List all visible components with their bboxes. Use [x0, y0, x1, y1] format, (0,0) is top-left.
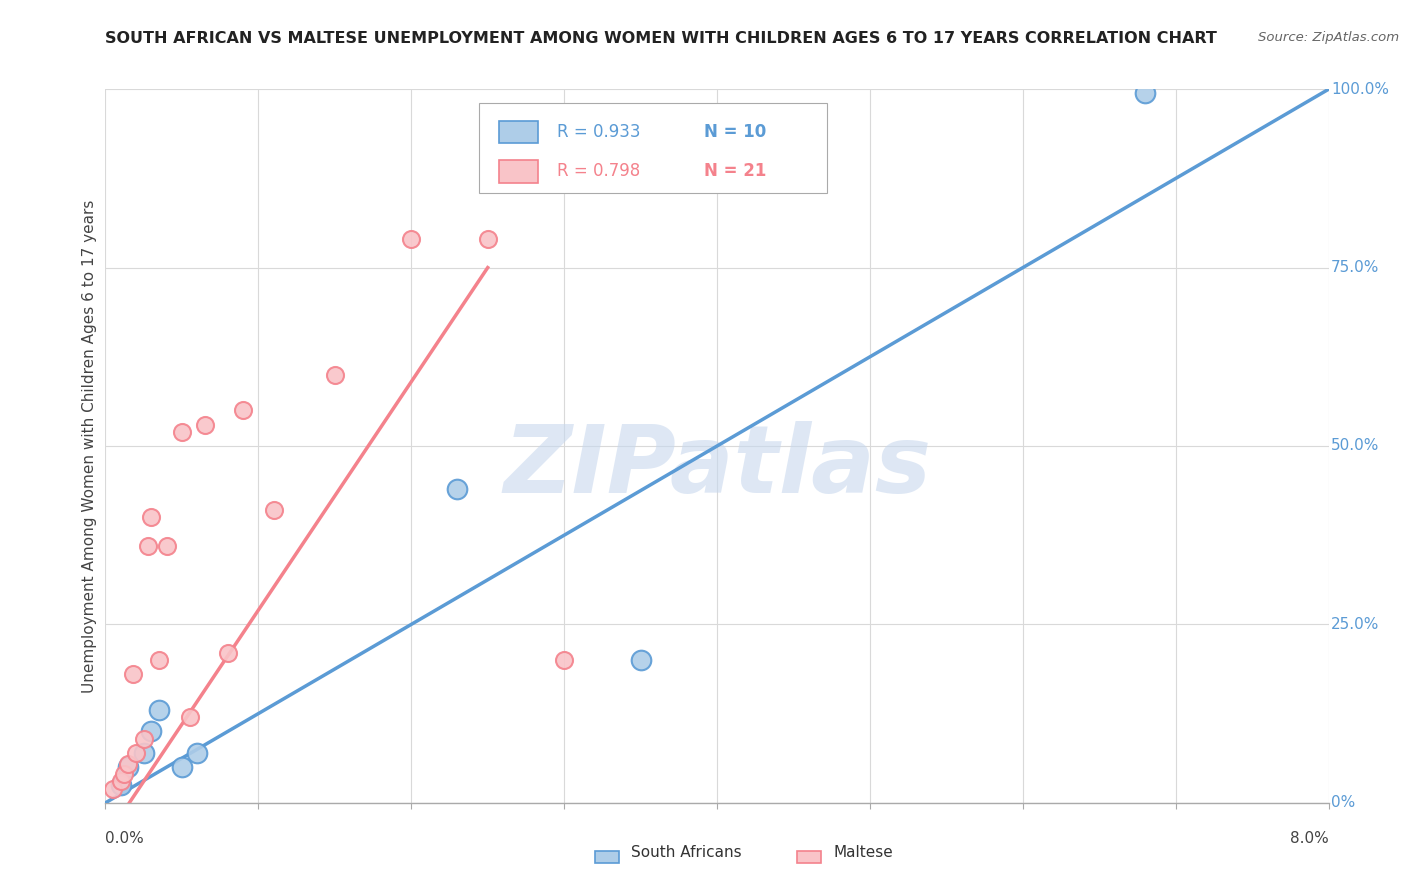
Point: [110, 774, 132, 789]
Point: [155, 539, 177, 553]
Point: [141, 510, 163, 524]
Point: [194, 417, 217, 432]
Text: R = 0.933: R = 0.933: [557, 123, 640, 141]
Point: [217, 646, 239, 660]
Point: [132, 731, 155, 746]
Point: [112, 767, 135, 781]
Text: Maltese: Maltese: [834, 846, 893, 860]
Text: N = 10: N = 10: [703, 123, 766, 141]
Point: [186, 746, 208, 760]
Point: [125, 746, 148, 760]
Bar: [499, 120, 538, 144]
Text: 50.0%: 50.0%: [1331, 439, 1379, 453]
Text: SOUTH AFRICAN VS MALTESE UNEMPLOYMENT AMONG WOMEN WITH CHILDREN AGES 6 TO 17 YEA: SOUTH AFRICAN VS MALTESE UNEMPLOYMENT AM…: [105, 31, 1218, 46]
Point: [553, 653, 575, 667]
Bar: [499, 160, 538, 183]
Bar: [797, 851, 821, 863]
Point: [179, 710, 201, 724]
Text: South Africans: South Africans: [631, 846, 742, 860]
Point: [132, 746, 155, 760]
Point: [117, 756, 139, 771]
Text: Source: ZipAtlas.com: Source: ZipAtlas.com: [1258, 31, 1399, 45]
Point: [117, 760, 139, 774]
Point: [110, 778, 132, 792]
Point: [101, 781, 124, 796]
Text: ZIPatlas: ZIPatlas: [503, 421, 931, 514]
Text: N = 21: N = 21: [703, 162, 766, 180]
Point: [148, 703, 170, 717]
Point: [446, 482, 468, 496]
Text: 25.0%: 25.0%: [1331, 617, 1379, 632]
Text: 100.0%: 100.0%: [1331, 82, 1389, 96]
Point: [477, 232, 499, 246]
Point: [630, 653, 652, 667]
Point: [170, 760, 193, 774]
Text: 0%: 0%: [1331, 796, 1355, 810]
Bar: [595, 851, 619, 863]
Text: 8.0%: 8.0%: [1289, 831, 1329, 847]
FancyBboxPatch shape: [478, 103, 827, 193]
Point: [141, 724, 163, 739]
Text: 75.0%: 75.0%: [1331, 260, 1379, 275]
Point: [1133, 86, 1156, 100]
Point: [136, 539, 159, 553]
Point: [148, 653, 170, 667]
Point: [323, 368, 346, 382]
Point: [263, 503, 285, 517]
Text: 0.0%: 0.0%: [105, 831, 145, 847]
Point: [170, 425, 193, 439]
Text: R = 0.798: R = 0.798: [557, 162, 640, 180]
Point: [232, 403, 254, 417]
Y-axis label: Unemployment Among Women with Children Ages 6 to 17 years: Unemployment Among Women with Children A…: [82, 199, 97, 693]
Point: [122, 667, 145, 681]
Point: [399, 232, 422, 246]
